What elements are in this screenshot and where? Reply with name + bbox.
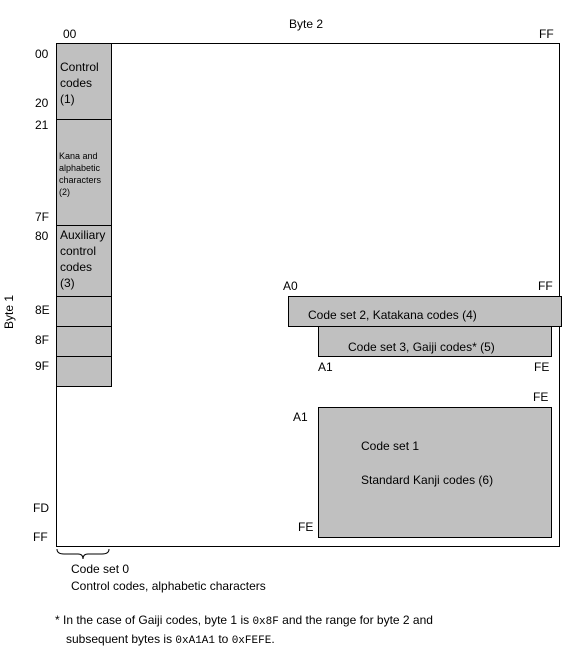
code-set-3-end-tick: FE [534, 360, 550, 374]
code-set-0-desc: Control codes, alphabetic characters [71, 579, 266, 593]
footnote-line1: * In the case of Gaiji codes, byte 1 is … [55, 613, 433, 628]
control-codes-block: Control codes (1) [56, 43, 112, 120]
row-tick-20: 20 [35, 96, 49, 110]
code-set-3-start-tick: A1 [318, 360, 333, 374]
row-tick-8e: 8E [35, 303, 50, 317]
code-set-1-subtitle: Standard Kanji codes (6) [361, 473, 494, 487]
aux-line3: codes [60, 260, 93, 274]
code-set-1-block: Code set 1 Standard Kanji codes (6) [318, 407, 552, 538]
row-tick-80: 80 [35, 229, 49, 243]
control-codes-line1: Control [60, 60, 99, 74]
row-tick-00: 00 [35, 47, 49, 61]
code-set-3-label: Code set 3, Gaiji codes* (5) [348, 340, 495, 354]
code-set-1-col-start-tick: A1 [293, 410, 308, 424]
kana-line1: Kana and [59, 151, 98, 161]
code-set-2-block: Code set 2, Katakana codes (4) [288, 296, 562, 327]
row-tick-8f: 8F [35, 333, 50, 347]
kana-line4: (2) [59, 187, 70, 197]
control-codes-line2: codes [60, 76, 93, 90]
code-set-2-label: Code set 2, Katakana codes (4) [308, 308, 477, 322]
aux-control-block: Auxiliary control codes (3) [56, 225, 112, 297]
aux-line4: (3) [60, 276, 75, 290]
aux-line2: control [60, 244, 97, 258]
row-tick-ff: FF [33, 530, 48, 544]
code-set-1-title: Code set 1 [361, 439, 420, 453]
kana-line3: characters [59, 175, 102, 185]
byte2-end-tick: FF [539, 27, 554, 41]
code-set-1-row-end-tick: FE [298, 520, 314, 534]
footnote-line2: subsequent bytes is 0xA1A1 to 0xFEFE. [66, 632, 275, 647]
byte2-title: Byte 2 [289, 17, 324, 31]
byte2-start-tick: 00 [63, 27, 77, 41]
code-set-0-title: Code set 0 [71, 562, 130, 576]
row-tick-21: 21 [35, 118, 49, 132]
row-tick-7f: 7F [35, 210, 50, 224]
row-9f-block [56, 356, 112, 387]
row-tick-9f: 9F [35, 359, 50, 373]
code-set-3-block: Code set 3, Gaiji codes* (5) [318, 326, 552, 357]
row-8f-block [56, 326, 112, 357]
gaiji-footnote: * In the case of Gaiji codes, byte 1 is … [55, 612, 433, 650]
byte1-title: Byte 1 [2, 294, 17, 330]
code-set-2-end-tick: FF [538, 279, 553, 293]
row-8e-block [56, 296, 112, 327]
kana-line2: alphabetic [59, 163, 101, 173]
control-codes-line3: (1) [60, 92, 75, 106]
code-set-2-start-tick: A0 [283, 279, 298, 293]
code-set-1-col-end-tick: FE [533, 390, 549, 404]
code-set-0-brace [56, 548, 110, 560]
aux-line1: Auxiliary [60, 228, 106, 242]
row-tick-fd: FD [33, 501, 49, 515]
kana-block: Kana and alphabetic characters (2) [56, 119, 112, 226]
